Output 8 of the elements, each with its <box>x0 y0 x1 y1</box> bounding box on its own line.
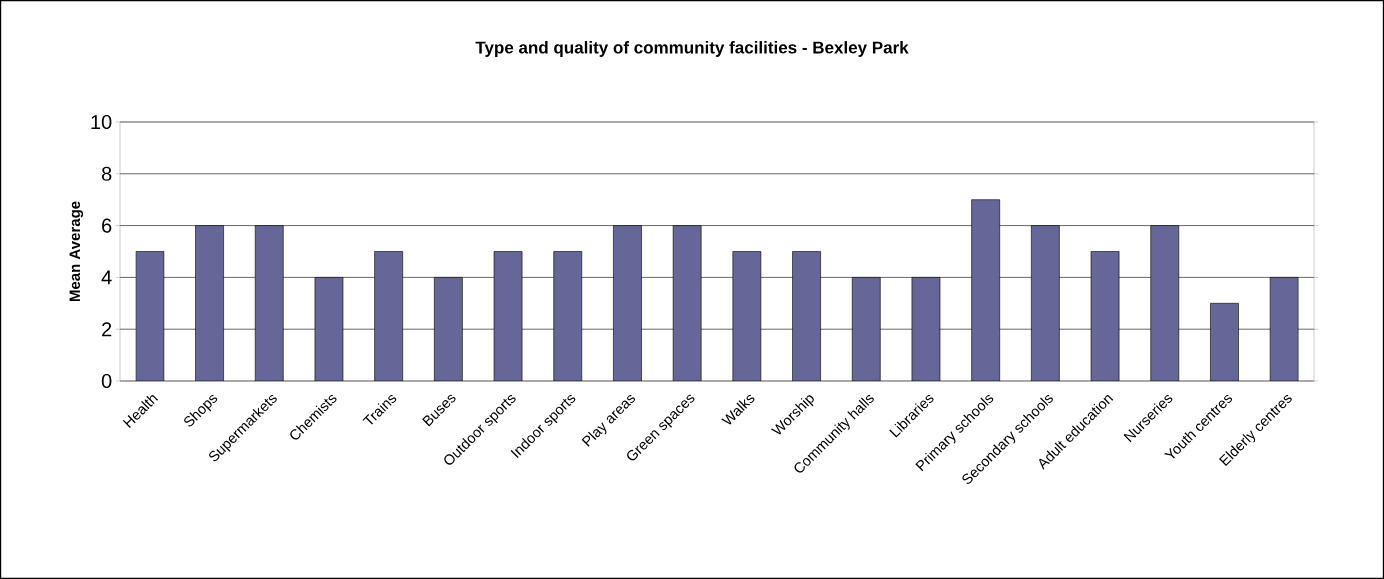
y-tick-label: 8 <box>101 166 112 181</box>
y-tick-label: 4 <box>101 270 112 285</box>
y-tick-label: 0 <box>101 373 112 389</box>
y-tick-label: 2 <box>102 322 112 337</box>
y-axis-title: Mean Average <box>69 201 84 302</box>
y-tick-label: 10 <box>91 114 112 130</box>
y-tick-label: 6 <box>102 218 112 233</box>
chart-title: Type and quality of community facilities - Bexley Park <box>475 41 909 57</box>
